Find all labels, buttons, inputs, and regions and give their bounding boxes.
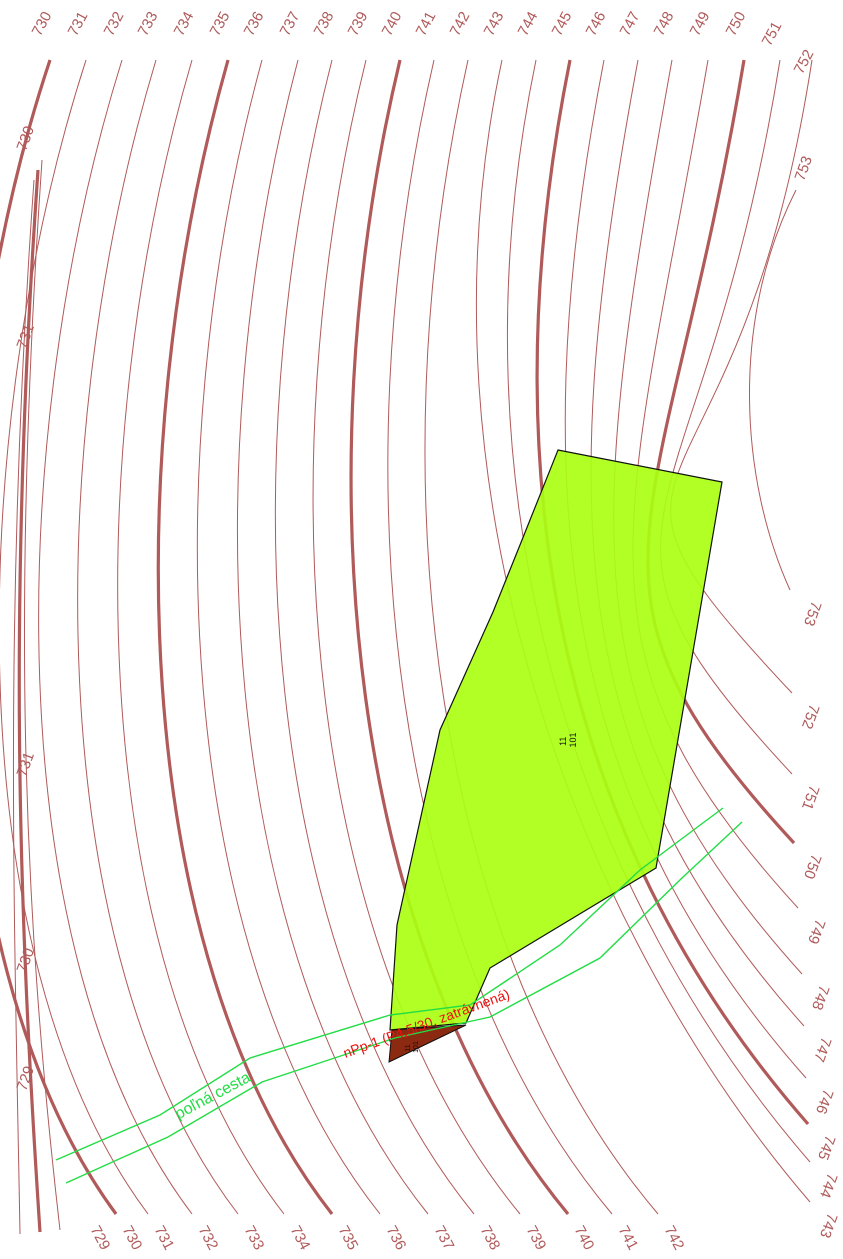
contour-label-right: 753 — [800, 599, 825, 628]
small-parcel-number: 11 101 — [405, 1041, 420, 1053]
contour-label-top: 748 — [651, 9, 678, 39]
small-parcel-polygon[interactable] — [388, 1024, 467, 1063]
contour-line-752 — [670, 59, 813, 694]
contour-label-top: 750 — [723, 9, 750, 39]
contour-line-738 — [274, 59, 475, 1215]
contour-label-top: 730 — [29, 9, 56, 39]
contour-label-bottom: 741 — [615, 1223, 642, 1253]
parcel-polygon[interactable] — [389, 449, 723, 1031]
contour-label-bottom: 735 — [335, 1223, 362, 1253]
contour-line-731 — [0, 59, 149, 1215]
contour-label-top: 751 — [759, 19, 786, 49]
contour-label-right: 744 — [816, 1171, 841, 1200]
contour-line-732 — [38, 59, 193, 1215]
contour-label-right: 747 — [810, 1035, 835, 1064]
small-parcel-line-1: 11 — [405, 1044, 412, 1051]
small-parcel-line-2: 101 — [413, 1041, 420, 1053]
contour-label-bottom: 731 — [151, 1223, 178, 1253]
contour-label-bottom: 734 — [287, 1223, 314, 1253]
contour-line-730 — [17, 169, 42, 1233]
contour-label-bottom: 733 — [241, 1223, 268, 1253]
contour-label-bottom: 729 — [87, 1223, 114, 1253]
contour-label-top: 734 — [171, 9, 198, 39]
contour-label-top: 731 — [65, 9, 92, 39]
contour-line-735 — [156, 59, 334, 1215]
contour-label-top: 746 — [583, 9, 610, 39]
contour-line-742 — [424, 59, 659, 1215]
contour-line-741 — [387, 59, 613, 1215]
contour-line-733 — [77, 59, 239, 1215]
contour-label-bottom: 738 — [477, 1223, 504, 1253]
contour-line-753 — [749, 189, 797, 591]
parcel-line-1: 11 — [558, 737, 568, 746]
contour-label-top: 740 — [379, 9, 406, 39]
contour-label-top: 747 — [617, 9, 644, 39]
contour-label-right: 748 — [808, 983, 833, 1012]
contour-label-right: 746 — [812, 1087, 837, 1116]
contour-line-734 — [117, 59, 285, 1215]
contour-label-bottom: 740 — [571, 1223, 598, 1253]
contour-line-739 — [312, 59, 521, 1215]
contour-label-bottom: 742 — [661, 1223, 688, 1253]
contour-label-right: 751 — [798, 783, 823, 812]
contour-label-right: 743 — [816, 1211, 841, 1240]
road-name-label: poľná cesta — [172, 1069, 253, 1123]
road-edge-upper — [55, 807, 724, 1161]
parcel-line-2: 101 — [568, 732, 578, 747]
contour-label-top: 737 — [277, 9, 304, 39]
contour-label-left: 730 — [14, 124, 39, 153]
contour-label-top: 733 — [135, 9, 162, 39]
contour-label-bottom: 732 — [195, 1223, 222, 1253]
contour-label-left: 731 — [14, 750, 39, 779]
contour-label-left: 731 — [14, 322, 39, 351]
contour-line-740 — [349, 59, 570, 1216]
contour-line-737 — [237, 59, 429, 1215]
contour-label-top: 749 — [687, 9, 714, 39]
contour-label-top: 736 — [241, 9, 268, 39]
contour-label-top: 745 — [549, 9, 576, 39]
contour-label-top: 752 — [791, 47, 818, 77]
contour-label-right-top: 753 — [792, 154, 817, 183]
contour-label-right: 749 — [804, 917, 829, 946]
contour-label-bottom: 739 — [523, 1223, 550, 1253]
contour-line-736 — [196, 59, 381, 1215]
parcel-number: 11 101 — [558, 732, 578, 747]
contour-label-top: 735 — [207, 9, 234, 39]
contour-label-bottom: 737 — [431, 1223, 458, 1253]
contour-label-bottom: 736 — [383, 1223, 410, 1253]
contour-label-top: 743 — [481, 9, 508, 39]
contour-label-top: 738 — [311, 9, 338, 39]
contour-line-729 — [12, 179, 35, 1235]
contour-line-731 — [23, 159, 61, 1231]
contour-label-top: 732 — [101, 9, 128, 39]
contour-label-right: 745 — [814, 1133, 839, 1162]
contour-label-bottom: 730 — [119, 1223, 146, 1253]
contour-label-top: 741 — [413, 9, 440, 39]
contour-line-730 — [0, 59, 118, 1215]
contour-label-top: 739 — [345, 9, 372, 39]
road-edge-lower — [65, 821, 743, 1184]
contour-label-top: 742 — [447, 9, 474, 39]
contour-label-right: 750 — [800, 852, 825, 881]
contour-label-right: 752 — [798, 702, 823, 731]
contour-label-top: 744 — [515, 9, 542, 39]
